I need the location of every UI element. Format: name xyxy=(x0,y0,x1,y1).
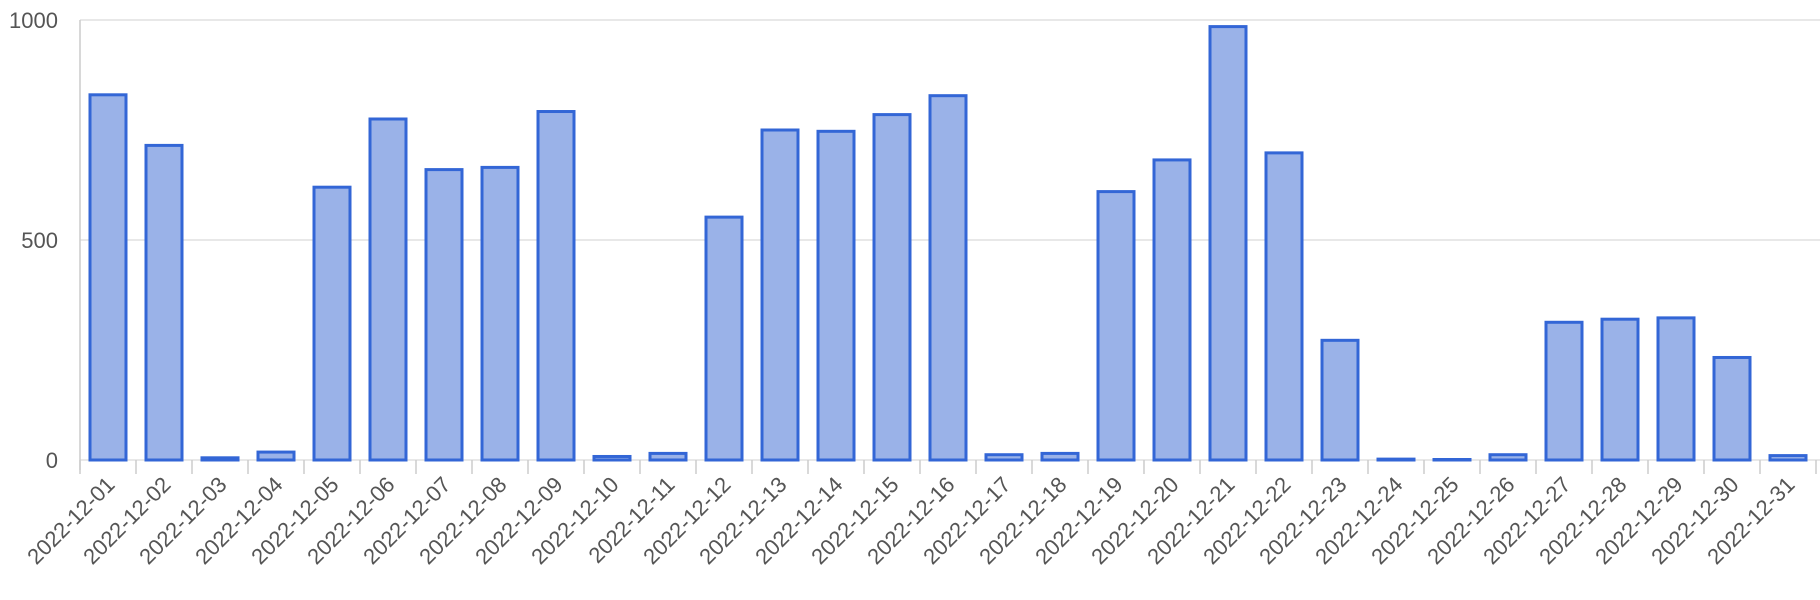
bar[interactable] xyxy=(1096,190,1136,462)
bar[interactable] xyxy=(256,450,296,462)
bar[interactable] xyxy=(1432,458,1472,462)
bar[interactable] xyxy=(480,165,520,462)
bar[interactable] xyxy=(1152,158,1192,462)
bar[interactable] xyxy=(88,93,128,462)
bar[interactable] xyxy=(760,128,800,462)
bars xyxy=(88,25,1808,462)
bar[interactable] xyxy=(1376,457,1416,462)
bar[interactable] xyxy=(648,451,688,462)
bar[interactable] xyxy=(872,113,912,462)
bar[interactable] xyxy=(368,117,408,462)
bar[interactable] xyxy=(1320,338,1360,462)
bar[interactable] xyxy=(592,454,632,462)
bar[interactable] xyxy=(1488,453,1528,462)
bar[interactable] xyxy=(816,129,856,462)
bar[interactable] xyxy=(200,456,240,462)
bar[interactable] xyxy=(1712,355,1752,462)
bar[interactable] xyxy=(1768,454,1808,462)
bar[interactable] xyxy=(1040,451,1080,462)
bar[interactable] xyxy=(144,143,184,462)
bar[interactable] xyxy=(984,453,1024,462)
bar[interactable] xyxy=(1208,25,1248,462)
bar[interactable] xyxy=(704,215,744,462)
bar[interactable] xyxy=(1544,320,1584,462)
bar[interactable] xyxy=(312,185,352,462)
bar[interactable] xyxy=(928,94,968,462)
bar[interactable] xyxy=(1600,317,1640,462)
bar[interactable] xyxy=(1264,151,1304,462)
bar[interactable] xyxy=(424,168,464,462)
bar[interactable] xyxy=(1656,316,1696,462)
axes: 050010002022-12-012022-12-022022-12-0320… xyxy=(9,8,1817,569)
bar[interactable] xyxy=(536,110,576,462)
y-tick-label: 0 xyxy=(46,448,58,473)
y-tick-label: 500 xyxy=(21,228,58,253)
y-tick-label: 1000 xyxy=(9,8,58,33)
